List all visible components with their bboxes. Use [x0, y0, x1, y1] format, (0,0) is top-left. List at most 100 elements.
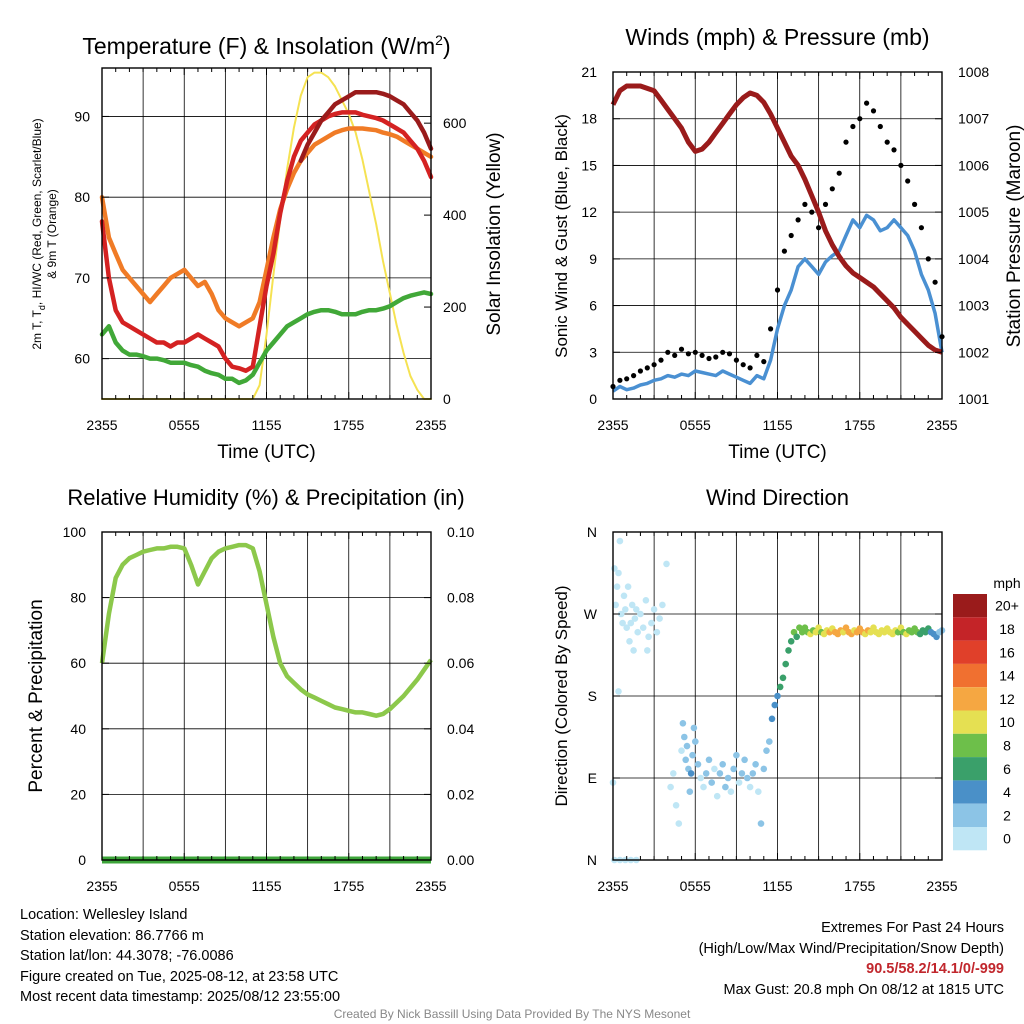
gust-point — [692, 349, 698, 355]
direction-point — [689, 751, 696, 759]
gust-point — [884, 139, 890, 145]
humidity-chart: 0 20 40 60 80 100 0.00 0.02 0.04 0.06 0.08 0.10 2355… — [26, 485, 474, 894]
x-tick-label: 1755 — [333, 878, 364, 894]
legend-label: 16 — [999, 644, 1015, 660]
chart-title: Winds (mph) & Pressure (mb) — [625, 24, 929, 50]
direction-point — [642, 597, 650, 604]
legend-label: 0 — [1003, 831, 1011, 847]
gust-point — [898, 162, 904, 168]
y2-tick-label: 0.08 — [447, 590, 474, 606]
direction-point — [749, 770, 757, 777]
extremes-info: Extremes For Past 24 Hours (High/Low/Max… — [699, 918, 1004, 1000]
direction-point — [678, 747, 685, 754]
y-tick-label: 15 — [581, 157, 597, 173]
direction-point — [648, 619, 655, 627]
direction-point — [619, 619, 626, 627]
chart-title: Temperature (F) & Insolation (W/m2) — [82, 32, 450, 59]
extremes-subtitle: (High/Low/Max Wind/Precipitation/Snow De… — [698, 940, 1004, 957]
figure-created: Figure created on Tue, 2025-08-12, at 23… — [20, 968, 339, 985]
gust-point — [809, 209, 815, 215]
direction-point — [690, 724, 698, 732]
direction-point — [687, 770, 695, 777]
y-tick-label: 60 — [70, 655, 86, 671]
direction-point — [757, 820, 765, 827]
y-axis-label: Direction (Colored By Speed) — [552, 585, 571, 806]
gust-point — [713, 354, 719, 360]
direction-point — [779, 674, 787, 682]
gust-point — [918, 225, 925, 231]
y-tick-label: W — [584, 606, 598, 622]
direction-point — [708, 779, 715, 786]
y-tick-label: 40 — [70, 721, 86, 737]
y2-tick-label: 1007 — [958, 111, 989, 127]
gust-point — [761, 359, 767, 365]
legend-swatch — [953, 663, 987, 688]
direction-point — [782, 660, 789, 668]
x-tick-label: 2355 — [597, 878, 628, 894]
gust-point — [843, 139, 849, 145]
series-line-orange_9m — [99, 126, 434, 329]
legend-label: 12 — [999, 691, 1015, 707]
direction-point — [659, 601, 666, 609]
gust-point — [912, 201, 918, 207]
y-tick-label: 12 — [581, 204, 597, 220]
y-tick-label: 18 — [581, 111, 597, 127]
x-tick-label: 1155 — [762, 878, 792, 894]
y2-axis-label: Station Pressure (Maroon) — [1004, 125, 1024, 348]
direction-point — [624, 583, 632, 590]
direction-point — [622, 606, 629, 613]
direction-point — [613, 583, 621, 590]
series-line-pressure — [610, 83, 943, 355]
direction-point — [766, 738, 773, 745]
y2-tick-label: 600 — [443, 115, 467, 131]
legend-swatch — [953, 617, 987, 641]
y2-tick-label: 1005 — [958, 204, 989, 220]
y-tick-label: S — [588, 688, 597, 704]
credit-line: Created By Nick Bassill Using Data Provi… — [333, 1007, 691, 1021]
x-tick-label: 1755 — [844, 417, 875, 433]
legend-label: 2 — [1003, 807, 1011, 823]
direction-point — [656, 615, 663, 622]
direction-point — [705, 756, 713, 764]
legend-swatch — [953, 757, 987, 781]
direction-point — [615, 569, 622, 577]
direction-point — [667, 783, 674, 791]
gust-point — [829, 186, 835, 192]
extremes-values: 90.5/58.2/14.1/0/-999 — [866, 961, 1004, 977]
x-tick-label: 1755 — [844, 878, 875, 894]
gust-point — [658, 357, 664, 363]
direction-point — [774, 692, 781, 700]
y2-tick-label: 0.02 — [447, 786, 474, 802]
y-tick-label: 90 — [74, 108, 90, 124]
y-axis-label: Sonic Wind & Gust (Blue, Black) — [552, 114, 571, 358]
wind-chart: 0 3 6 9 12 15 18 21 1001 1002 1003 1004 1005 1006 1007… — [552, 24, 1024, 463]
direction-point — [645, 633, 652, 641]
y-axis-label: Percent & Precipitation — [26, 599, 47, 792]
legend-swatch — [953, 640, 987, 664]
gust-point — [768, 326, 774, 332]
y2-tick-label: 1008 — [958, 64, 989, 80]
y-tick-label: 21 — [581, 64, 597, 80]
direction-point — [741, 756, 748, 764]
direction-point — [628, 601, 636, 609]
direction-point — [711, 765, 718, 773]
y2-tick-label: 1001 — [958, 391, 989, 407]
direction-point — [686, 788, 694, 795]
y2-tick-label: 0.00 — [447, 852, 474, 868]
gust-point — [788, 232, 794, 239]
y-tick-label: 3 — [589, 344, 597, 360]
direction-point — [755, 788, 762, 795]
direction-point — [672, 802, 680, 809]
y-tick-label: 70 — [74, 270, 90, 286]
x-tick-label: 2355 — [926, 417, 957, 433]
series-line-heat_index — [298, 89, 434, 164]
direction-point — [644, 647, 651, 654]
direction-point — [700, 783, 707, 791]
x-tick-label: 2355 — [597, 417, 628, 433]
direction-point — [623, 624, 630, 631]
direction-point — [631, 615, 639, 622]
direction-point — [776, 683, 784, 691]
legend-label: 10 — [999, 714, 1015, 730]
